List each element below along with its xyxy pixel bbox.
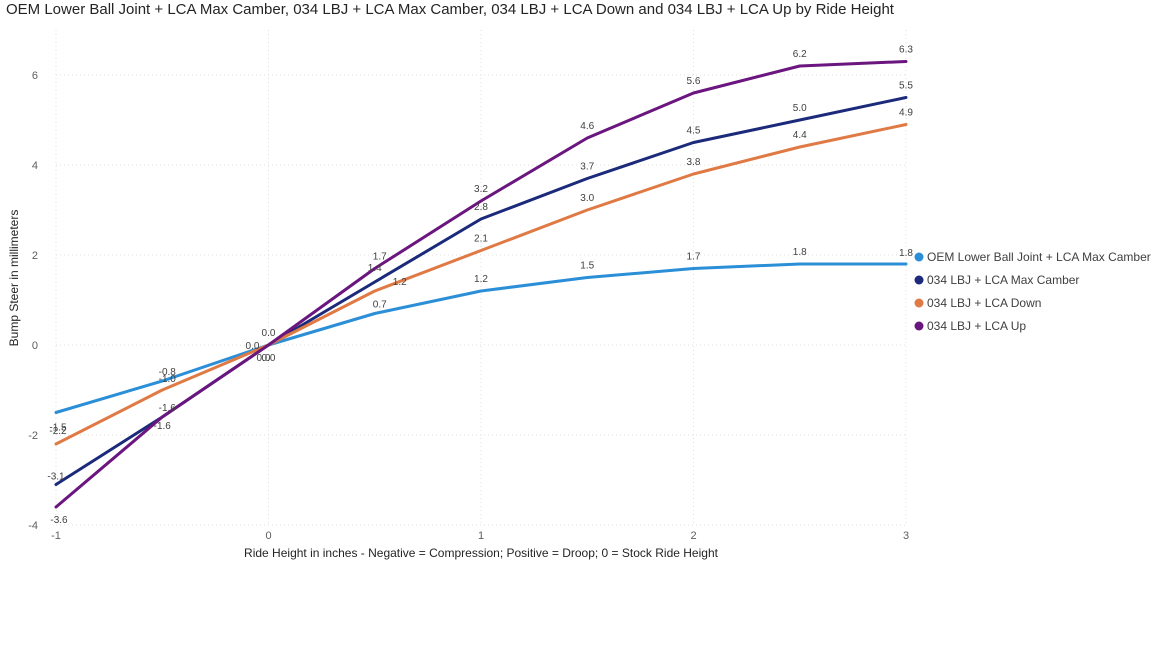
data-labels: -1.5 -0.8 0.0 0.7 1.2 1.5 1.7 1.8 1.8 -3.1 -1.6 0.0…	[47, 45, 913, 527]
legend-item[interactable]: 034 LBJ + LCA Down	[914, 296, 1042, 310]
data-label: -1.6	[159, 403, 177, 414]
data-label: 0.0	[257, 353, 271, 364]
legend-label: 034 LBJ + LCA Up	[927, 319, 1026, 333]
chart-title: OEM Lower Ball Joint + LCA Max Camber, 0…	[6, 1, 894, 18]
data-label: 1.7	[373, 252, 387, 263]
y-tick-label: 2	[32, 250, 38, 262]
data-label: 3.2	[474, 184, 488, 195]
data-label: -0.8	[159, 367, 177, 378]
data-label: 4.5	[687, 126, 701, 137]
data-label: 4.9	[899, 108, 913, 119]
legend-marker	[914, 298, 924, 308]
x-tick-label: 0	[265, 530, 271, 542]
data-label: 3.7	[580, 162, 594, 173]
data-label: 3.0	[580, 193, 594, 204]
data-label: 4.6	[580, 121, 594, 132]
x-axis-ticks: -1 0 1 2 3	[51, 530, 909, 542]
legend[interactable]: OEM Lower Ball Joint + LCA Max Camber 034…	[914, 250, 1151, 333]
x-tick-label: 1	[478, 530, 484, 542]
data-label: 2.8	[474, 202, 488, 213]
data-label: 4.4	[793, 130, 807, 141]
data-label: 0.0	[262, 328, 276, 339]
x-tick-label: -1	[51, 530, 61, 542]
data-label: 1.4	[368, 263, 382, 274]
y-tick-label: -2	[28, 430, 38, 442]
legend-label: OEM Lower Ball Joint + LCA Max Camber	[927, 250, 1151, 264]
data-label: 5.5	[899, 81, 913, 92]
x-tick-label: 2	[690, 530, 696, 542]
series-line	[54, 60, 908, 509]
legend-item[interactable]: OEM Lower Ball Joint + LCA Max Camber	[914, 250, 1151, 264]
y-axis-title: Bump Steer in millimeters	[7, 210, 21, 347]
data-label: 3.8	[687, 157, 701, 168]
data-label: 1.2	[474, 274, 488, 285]
data-label: -3.1	[47, 472, 65, 483]
data-label: -1.5	[49, 423, 67, 434]
x-axis-title: Ride Height in inches - Negative = Compr…	[244, 546, 719, 560]
data-label: 0.7	[373, 300, 387, 311]
y-axis-ticks: -4 -2 0 2 4 6	[28, 70, 38, 532]
legend-marker	[914, 252, 924, 262]
data-label: 6.2	[793, 49, 807, 60]
y-tick-label: -4	[28, 520, 38, 532]
data-label: -1.6	[154, 421, 172, 432]
data-label: 2.1	[474, 234, 488, 245]
data-label: 1.5	[580, 261, 594, 272]
data-label: 0.0	[246, 341, 260, 352]
legend-item[interactable]: 034 LBJ + LCA Max Camber	[914, 273, 1080, 287]
series-line	[54, 123, 908, 446]
data-label: 1.2	[393, 277, 407, 288]
x-tick-label: 3	[903, 530, 909, 542]
legend-item[interactable]: 034 LBJ + LCA Up	[914, 319, 1027, 333]
data-label: 5.6	[687, 76, 701, 87]
data-label: 5.0	[793, 103, 807, 114]
data-label: -3.6	[50, 515, 68, 526]
data-label: -1.0	[159, 374, 177, 385]
data-label: 6.3	[899, 45, 913, 56]
y-tick-label: 0	[32, 340, 38, 352]
series-line	[54, 262, 908, 414]
series-lines	[54, 60, 908, 509]
legend-marker	[914, 275, 924, 285]
data-label: 0.0	[262, 353, 276, 364]
data-label: -2.2	[49, 426, 67, 437]
data-label: 1.7	[687, 252, 701, 263]
legend-label: 034 LBJ + LCA Max Camber	[927, 273, 1079, 287]
legend-label: 034 LBJ + LCA Down	[927, 296, 1041, 310]
data-label: 1.8	[793, 247, 807, 258]
y-tick-label: 4	[32, 160, 38, 172]
legend-marker	[914, 321, 924, 331]
data-label: 1.8	[899, 248, 913, 259]
y-tick-label: 6	[32, 70, 38, 82]
